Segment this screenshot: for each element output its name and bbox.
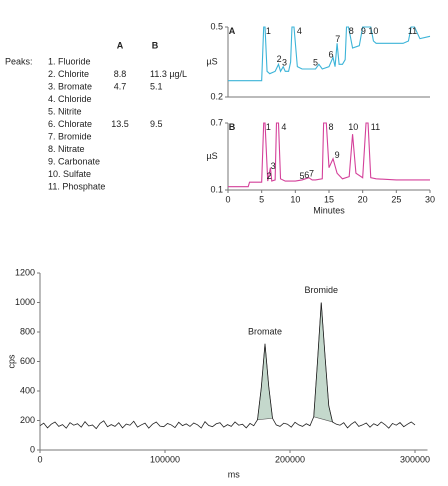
peak-annotation: 5 bbox=[300, 171, 305, 181]
integrated-area bbox=[257, 343, 273, 421]
peak-annotation: 1 bbox=[266, 26, 271, 36]
x-tick-label: 15 bbox=[324, 194, 334, 204]
column-header: A bbox=[117, 40, 124, 50]
trace bbox=[228, 122, 430, 188]
y-tick-label: 0.1 bbox=[210, 184, 223, 194]
peak-value: 9.5 bbox=[150, 119, 163, 129]
peak-annotation: 2 bbox=[267, 171, 272, 181]
peak-value: 8.8 bbox=[114, 69, 127, 79]
x-tick-label: 5 bbox=[259, 194, 264, 204]
column-header: B bbox=[152, 40, 159, 50]
x-tick-label: 20 bbox=[358, 194, 368, 204]
x-tick-label: 300000 bbox=[400, 454, 430, 464]
peak-name: 4. Chloride bbox=[48, 94, 92, 104]
trace bbox=[39, 302, 416, 430]
peak-name: 10. Sulfate bbox=[48, 169, 91, 179]
peak-annotation: 7 bbox=[309, 169, 314, 179]
peak-annotation: 8 bbox=[349, 26, 354, 36]
trace bbox=[228, 26, 431, 82]
y-tick-label: 0 bbox=[30, 444, 35, 454]
peak-annotation: 10 bbox=[368, 26, 378, 36]
peak-value: 4.7 bbox=[114, 81, 127, 91]
y-tick-label: 400 bbox=[20, 385, 35, 395]
x-tick-label: 30 bbox=[425, 194, 435, 204]
peak-value: 11.3 µg/L bbox=[150, 69, 187, 79]
peak-name: 2. Chlorite bbox=[48, 69, 89, 79]
peak-annotation: 9 bbox=[335, 150, 340, 160]
y-tick-label: 1200 bbox=[15, 267, 35, 277]
x-axis-label: ms bbox=[228, 469, 240, 479]
peak-annotation: Bromate bbox=[248, 326, 282, 336]
y-axis-label: cps bbox=[6, 354, 16, 369]
integrated-area bbox=[313, 302, 333, 423]
peak-annotation: 3 bbox=[271, 161, 276, 171]
peak-name: 11. Phosphate bbox=[48, 181, 105, 191]
peak-annotation: Bromide bbox=[304, 285, 338, 295]
peak-name: 8. Nitrate bbox=[48, 144, 85, 154]
peak-name: 5. Nitrite bbox=[48, 106, 82, 116]
peak-name: 9. Carbonate bbox=[48, 156, 100, 166]
peak-annotation: 11 bbox=[371, 122, 380, 132]
x-tick-label: 100000 bbox=[150, 454, 180, 464]
peak-name: 7. Bromide bbox=[48, 131, 92, 141]
peak-name: 6. Chlorate bbox=[48, 119, 92, 129]
peak-annotation: 8 bbox=[329, 122, 334, 132]
peak-name: 3. Bromate bbox=[48, 81, 92, 91]
peak-annotation: B bbox=[229, 122, 236, 132]
y-tick-label: 0.2 bbox=[210, 91, 223, 101]
x-tick-label: 0 bbox=[37, 454, 42, 464]
peak-annotation: 1 bbox=[266, 122, 271, 132]
x-tick-label: 10 bbox=[290, 194, 300, 204]
peak-annotation: 4 bbox=[297, 26, 302, 36]
x-tick-label: 0 bbox=[225, 194, 230, 204]
peak-annotation: 3 bbox=[282, 58, 287, 68]
peak-annotation: 5 bbox=[313, 58, 318, 68]
peak-annotation: 2 bbox=[277, 54, 282, 64]
peaks-label: Peaks: bbox=[5, 56, 33, 66]
y-tick-label: 0.7 bbox=[210, 117, 223, 127]
peak-annotation: 7 bbox=[335, 34, 340, 44]
peak-annotation: 4 bbox=[281, 122, 286, 132]
y-tick-label: 0.5 bbox=[210, 21, 223, 31]
x-axis-label: Minutes bbox=[313, 205, 345, 215]
y-tick-label: 600 bbox=[20, 356, 35, 366]
x-tick-label: 25 bbox=[391, 194, 401, 204]
peak-value: 5.1 bbox=[150, 81, 163, 91]
peak-annotation: 11 bbox=[408, 26, 417, 36]
peak-annotation: A bbox=[229, 26, 236, 36]
peak-annotation: 6 bbox=[304, 170, 309, 180]
peak-annotation: 10 bbox=[348, 122, 358, 132]
peak-value: 13.5 bbox=[111, 119, 129, 129]
y-tick-label: 800 bbox=[20, 326, 35, 336]
peak-annotation: 6 bbox=[329, 49, 334, 59]
y-tick-label: 1000 bbox=[15, 297, 35, 307]
y-axis-label: µS bbox=[206, 151, 217, 161]
y-axis-label: µS bbox=[206, 56, 217, 66]
y-tick-label: 200 bbox=[20, 415, 35, 425]
peak-annotation: 9 bbox=[361, 26, 366, 36]
x-tick-label: 200000 bbox=[275, 454, 305, 464]
peak-name: 1. Fluoride bbox=[48, 56, 91, 66]
